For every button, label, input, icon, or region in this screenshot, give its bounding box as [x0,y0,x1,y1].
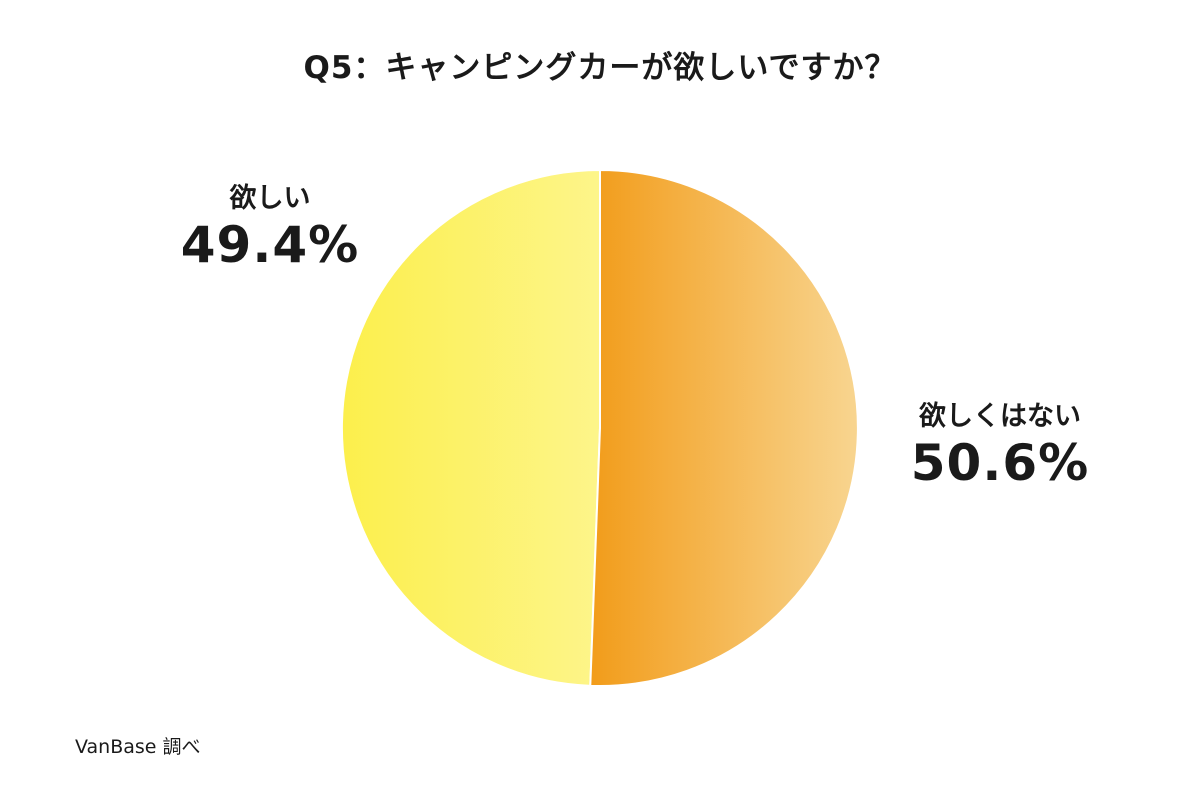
slice-name-want: 欲しい [229,183,311,214]
slice-label-not-want: 欲しくはない 50.6% [880,400,1120,492]
slice-value-not-want: 50.6% [910,434,1090,492]
source-note: VanBase 調べ [75,736,201,758]
pie-slice-not-want [589,168,859,687]
chart-title: Q5：キャンピングカーが欲しいですか？ [303,50,897,86]
pie-slice-want [340,168,601,687]
slice-value-want: 49.4% [180,216,360,274]
slice-label-want: 欲しい 49.4% [175,182,365,274]
slice-name-not-want: 欲しくはない [919,401,1081,432]
